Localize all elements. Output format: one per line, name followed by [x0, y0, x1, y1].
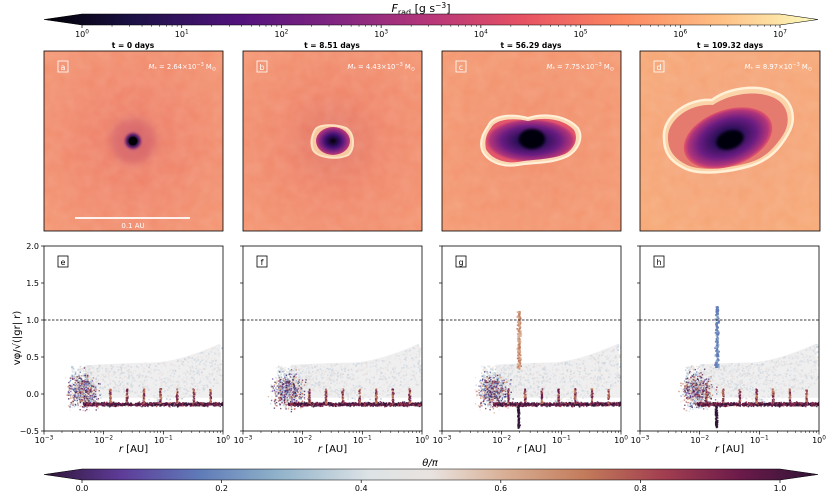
bottom-colorbar-tick-label: 0.8	[634, 484, 647, 493]
y-tick-label: −0.5	[20, 427, 39, 436]
bottom-colorbar-tick-label: 1.0	[774, 484, 787, 493]
scatter-panel-f: f 10−3 10−2 10−1 100	[234, 245, 429, 445]
x-axis-label: r [AU]	[318, 444, 347, 455]
axes-frame	[43, 245, 224, 432]
panel-d-title: t = 109.32 days	[697, 41, 764, 50]
panel-letter: f	[261, 258, 264, 267]
x-tick-label: 100	[812, 435, 826, 445]
scatter-panel-h: h 10−3 10−2 10−1 100	[631, 245, 826, 445]
bottom-colorbar-ticks: 0.0 0.2 0.4 0.6 0.8 1.0	[76, 480, 787, 493]
x-axis-label: r [AU]	[715, 444, 744, 455]
x-tick-label: 10−1	[154, 435, 173, 445]
image-panels: t = 0 days 0.1 AU t = 8.51 days t = 56.2…	[43, 41, 821, 232]
bottom-colorbar-label: θ/π	[422, 458, 438, 469]
panel-a-title: t = 0 days	[112, 41, 155, 50]
image-panel-c: t = 56.29 days	[441, 41, 622, 232]
y-tick-label: 0.0	[26, 390, 39, 399]
axes-frame	[441, 245, 622, 432]
panel-letter-box	[455, 60, 467, 73]
x-tick-label: 100	[614, 435, 628, 445]
panel-b-title: t = 8.51 days	[304, 41, 360, 50]
panel-letter-box	[455, 255, 467, 268]
y-tick-label: 2.0	[26, 242, 39, 251]
cavity-b	[316, 127, 350, 155]
scatter-panel-e: e −0.5 0.0 0.5 1.0 1.5 2.0 10−3 10−2 10−1 100	[20, 242, 231, 445]
axes-frame	[639, 245, 820, 432]
x-tick-label: 10−1	[552, 435, 571, 445]
x-tick-label: 10−2	[492, 435, 511, 445]
axes-frame	[242, 245, 423, 432]
panel-letter: e	[61, 258, 66, 267]
image-panel-a: t = 0 days 0.1 AU	[43, 41, 224, 232]
scatter-points	[474, 310, 621, 429]
scalebar-label: 0.1 AU	[121, 222, 144, 230]
bottom-colorbar-tick-label: 0.6	[494, 484, 507, 493]
image-panel-d: t = 109.32 days	[639, 41, 821, 232]
bottom-colorbar-tick-label: 0.2	[215, 484, 228, 493]
bottom-colorbar: θ/π 0.0 0.2 0.4 0.6 0.8 1.0	[43, 458, 819, 493]
panel-letter: d	[656, 63, 661, 72]
top-colorbar-bar	[43, 13, 819, 26]
panel-letter-box	[57, 60, 69, 73]
top-colorbar: Frad [g s−3] 100 101 102 103 104 105 106 107	[43, 1, 819, 39]
top-colorbar-tick-label: 101	[175, 29, 189, 39]
x-tick-label: 10−3	[631, 435, 650, 445]
x-axis-label: r [AU]	[119, 444, 148, 455]
stellar-mass-label: M* = 7.75×10−3 M⊙	[547, 62, 614, 73]
x-tick-label: 10−3	[234, 435, 253, 445]
stellar-mass-label: M* = 4.43×10−3 M⊙	[348, 62, 415, 73]
panel-letter: a	[61, 63, 66, 72]
y-tick-label: 1.5	[26, 279, 39, 288]
x-axis-label: r [AU]	[517, 444, 546, 455]
top-colorbar-tick-label: 105	[574, 29, 588, 39]
x-tick-label: 10−1	[353, 435, 372, 445]
panel-letter-box	[653, 60, 665, 73]
panel-letter: b	[259, 63, 264, 72]
top-colorbar-tick-label: 100	[75, 29, 89, 39]
scatter-panels: e −0.5 0.0 0.5 1.0 1.5 2.0 10−3 10−2 10−1 100 f 10−3…	[20, 242, 827, 445]
y-tick-label: 1.0	[26, 316, 39, 325]
scatter-panel-g: g 10−3 10−2 10−1 100	[433, 245, 628, 445]
x-tick-label: 10−2	[94, 435, 113, 445]
x-tick-label: 10−3	[433, 435, 452, 445]
stellar-mass-label: M* = 8.97×10−3 M⊙	[745, 62, 812, 73]
scatter-points	[64, 343, 223, 412]
panel-letter: g	[458, 258, 463, 267]
stellar-mass-label: M* = 2.64×10−3 M⊙	[149, 62, 216, 73]
top-colorbar-tick-label: 104	[474, 29, 488, 39]
y-tick-label: 0.5	[26, 353, 39, 362]
x-tick-label: 10−2	[293, 435, 312, 445]
x-tick-label: 10−2	[690, 435, 709, 445]
bottom-colorbar-tick-label: 0.0	[76, 484, 89, 493]
top-colorbar-tick-label: 102	[274, 29, 288, 39]
x-tick-label: 10−3	[35, 435, 54, 445]
x-tick-label: 100	[216, 435, 230, 445]
top-colorbar-ticks: 100 101 102 103 104 105 106 107	[75, 25, 787, 39]
top-colorbar-tick-label: 107	[773, 29, 787, 39]
panel-letter-box	[256, 255, 268, 268]
scatter-points	[678, 305, 819, 429]
panel-letter-box	[256, 60, 268, 73]
panel-c-title: t = 56.29 days	[501, 41, 563, 50]
panel-letter: c	[459, 63, 463, 72]
panel-letter: h	[656, 258, 661, 267]
panel-letter-box	[653, 255, 665, 268]
y-axis-label: vφ/√(|gr| r)	[12, 311, 23, 366]
bottom-colorbar-tick-label: 0.4	[355, 484, 368, 493]
x-tick-label: 10−1	[750, 435, 769, 445]
top-colorbar-tick-label: 103	[374, 29, 388, 39]
panel-letter-box	[57, 255, 69, 268]
scatter-points	[267, 343, 422, 413]
top-colorbar-label: Frad [g s−3]	[392, 1, 451, 17]
top-colorbar-tick-label: 106	[673, 29, 687, 39]
bottom-colorbar-bar	[43, 468, 819, 481]
image-panel-b: t = 8.51 days	[242, 41, 423, 232]
x-tick-label: 100	[415, 435, 429, 445]
